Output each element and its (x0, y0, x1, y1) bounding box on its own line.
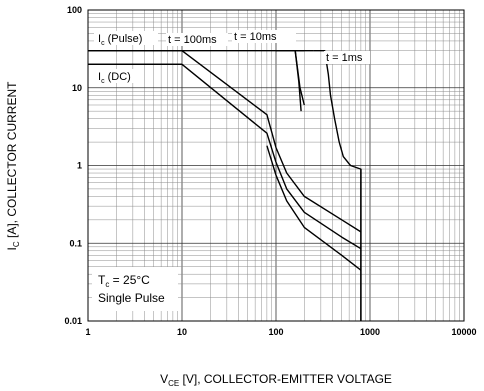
x-tick-label: 1000 (360, 327, 380, 337)
series-line-4 (266, 145, 362, 271)
x-tick-label: 10 (177, 327, 187, 337)
y-tick-label: 0.01 (64, 316, 82, 326)
ic-pulse-label: Ic (Pulse) (94, 31, 158, 47)
plot-frame (87, 9, 465, 322)
x-axis-title: VCE [V], COLLECTOR-EMITTER VOLTAGE (160, 372, 392, 388)
conditions-box: Tc = 25°C Single Pulse (92, 267, 178, 311)
t10ms-label: t = 10ms (232, 30, 296, 43)
y-tick-label: 1 (77, 161, 82, 171)
svg-text:Ic (DC): Ic (DC) (98, 71, 131, 85)
t100ms-label: t = 100ms (166, 33, 228, 46)
ic-dc-label: Ic (DC) (94, 69, 144, 85)
svg-text:Single Pulse: Single Pulse (98, 291, 165, 305)
svg-text:t = 100ms: t = 100ms (168, 34, 217, 46)
y-tick-label: 0.1 (69, 238, 82, 248)
svg-text:Tc = 25°C: Tc = 25°C (98, 273, 150, 289)
svg-text:Ic (Pulse): Ic (Pulse) (98, 33, 142, 47)
t1ms-label: t = 1ms (324, 51, 370, 64)
y-tick-label: 100 (67, 5, 82, 15)
y-tick-label: 10 (72, 83, 82, 93)
grid-lines (88, 10, 464, 321)
x-tick-label: 1 (85, 327, 90, 337)
series-line-2 (88, 50, 362, 233)
series-line-1-steep (294, 50, 305, 106)
y-axis-title: IC [A], COLLECTOR CURRENT (5, 81, 21, 251)
x-tick-labels: 1 10 100 1000 10000 (85, 327, 476, 337)
series-line-3 (88, 63, 362, 250)
x-tick-label: 100 (268, 327, 283, 337)
curves-group (88, 50, 362, 321)
y-tick-labels: 100 10 1 0.1 0.01 (64, 5, 82, 326)
svg-text:t = 10ms: t = 10ms (234, 31, 277, 43)
svg-text:t = 1ms: t = 1ms (326, 52, 363, 64)
x-tick-label: 10000 (451, 327, 476, 337)
